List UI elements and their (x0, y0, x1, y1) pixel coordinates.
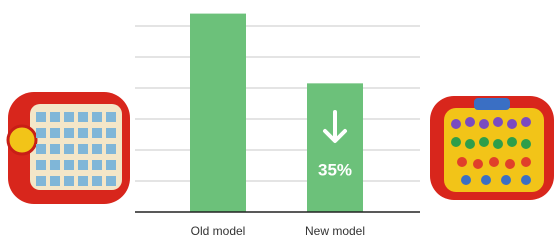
x-tick-label: Old model (191, 224, 246, 238)
bar (307, 83, 363, 212)
new-model-toy-image (430, 96, 554, 200)
plot-area: Old model New model 35% (135, 14, 420, 239)
page: {"chart_data": {"type": "bar", "categori… (0, 0, 560, 242)
x-tick-label: New model (305, 224, 365, 238)
reduction-annotation: 35% (318, 160, 352, 179)
chart: Old model New model 35% (0, 0, 560, 242)
old-model-toy-image (8, 92, 130, 204)
bar (190, 14, 246, 212)
